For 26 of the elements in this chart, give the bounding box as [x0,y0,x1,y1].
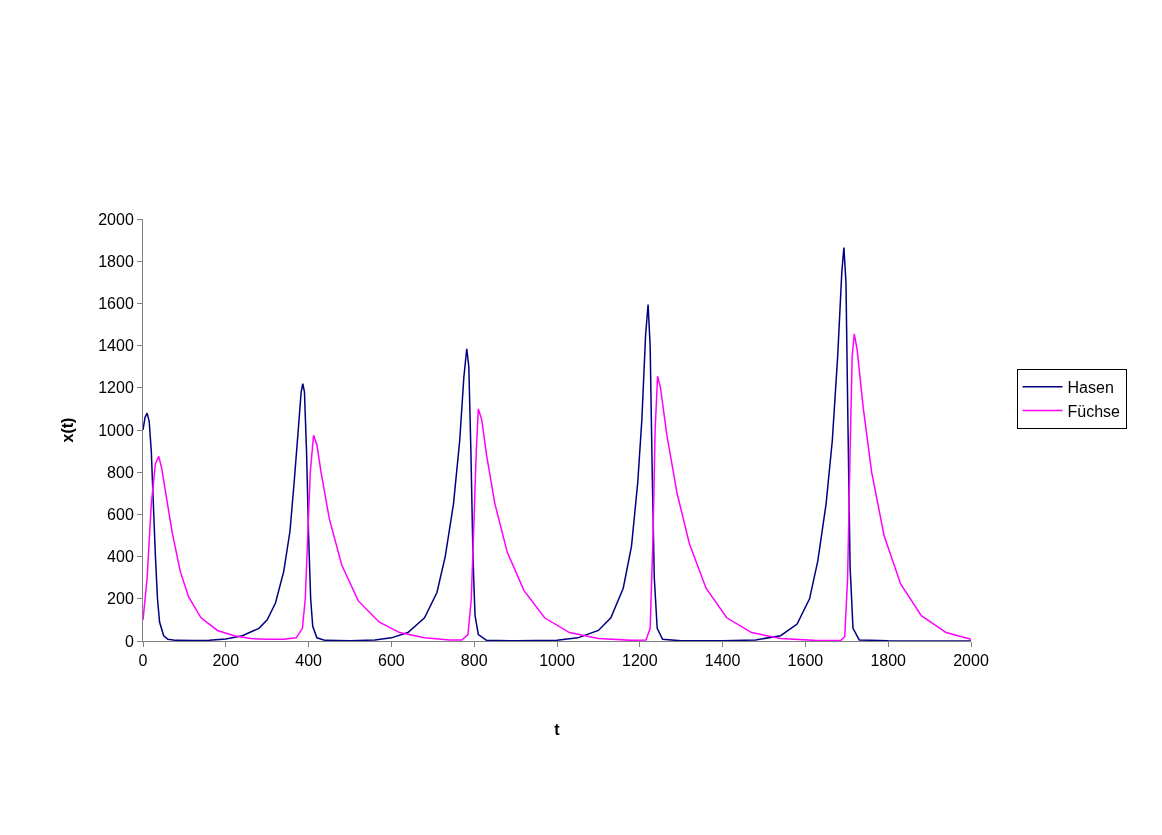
x-tick-label: 1400 [704,652,741,670]
x-tick-label: 1600 [787,652,824,670]
x-tick-label: 800 [460,652,488,670]
x-tick-label: 1200 [622,652,658,670]
y-tick-label: 2000 [98,210,134,228]
x-tick-label: 1800 [870,652,907,670]
y-tick-label: 200 [107,590,134,608]
legend-label: Hasen [1067,378,1114,396]
legend-label: Füchse [1067,402,1121,420]
y-tick-label: 1400 [98,337,134,355]
y-tick-label: 1000 [98,421,134,439]
x-tick-label: 200 [212,652,240,670]
x-tick-label: 2000 [953,652,989,670]
y-tick-label: 1800 [98,252,134,270]
y-axis-title: x(t) [59,417,77,443]
x-tick-label: 400 [295,652,323,670]
y-tick-label: 800 [107,463,134,481]
y-tick-label: 0 [124,632,134,650]
x-tick-label: 600 [378,652,405,670]
y-tick-label: 600 [107,506,134,523]
x-tick-label: 1000 [539,652,575,670]
y-tick-label: 1600 [98,295,134,312]
y-tick-label: 400 [107,548,134,566]
x-axis-title: t [554,720,561,738]
x-tick-label: 0 [138,652,148,670]
y-tick-label: 1200 [98,379,134,397]
